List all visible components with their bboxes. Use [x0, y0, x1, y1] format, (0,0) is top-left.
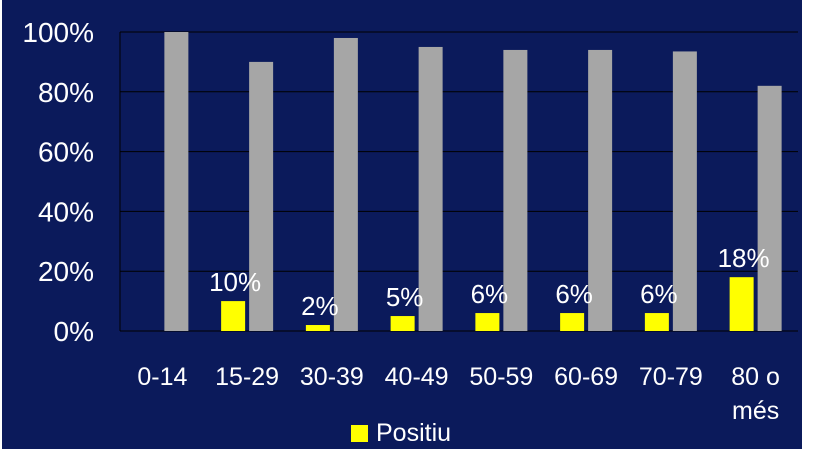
bar-other — [757, 85, 782, 331]
y-tick-label: 60% — [38, 137, 94, 168]
x-tick-label: 60-69 — [554, 363, 618, 391]
y-tick-label: 20% — [38, 256, 94, 287]
x-tick-label: 40-49 — [385, 363, 449, 391]
bar-positiu — [475, 313, 500, 331]
data-label: 10% — [209, 267, 261, 297]
x-tick-label: 70-79 — [639, 363, 703, 391]
bar-other — [672, 51, 697, 332]
legend: Positiu — [351, 418, 451, 448]
data-label: 6% — [555, 279, 593, 309]
legend-swatch-positiu — [351, 424, 368, 442]
y-tick-label: 0% — [54, 316, 94, 347]
bar-other — [588, 49, 613, 331]
bar-other — [249, 61, 274, 332]
data-label: 18% — [718, 243, 770, 273]
bar-positiu — [644, 313, 669, 331]
bar-other — [164, 32, 189, 331]
bar-other — [418, 46, 443, 331]
bar-chart: 0% 20% 40% 60% 80% 100% 0-14 10% 15-29 2% 30-39 5% 4… — [22, 17, 798, 425]
data-label: 5% — [386, 282, 424, 312]
legend-label-positiu: Positiu — [376, 419, 452, 447]
bar-positiu — [221, 301, 246, 331]
y-tick-label: 40% — [38, 196, 94, 227]
x-tick-label: més — [732, 397, 779, 425]
x-tick-label: 50-59 — [469, 363, 533, 391]
data-label: 6% — [640, 279, 678, 309]
bar-positiu — [390, 316, 415, 331]
bar-positiu — [560, 313, 585, 331]
x-tick-label: 0-14 — [137, 363, 187, 391]
x-tick-label: 15-29 — [215, 363, 279, 391]
bar-positiu — [729, 277, 754, 331]
data-label: 6% — [471, 279, 509, 309]
chart-panel: 0% 20% 40% 60% 80% 100% 0-14 10% 15-29 2% 30-39 5% 4… — [2, 0, 802, 449]
x-tick-label: 80 o — [731, 363, 780, 391]
y-tick-label: 80% — [38, 77, 94, 108]
bar-positiu — [305, 325, 330, 331]
y-tick-label: 100% — [22, 17, 94, 48]
bar-other — [333, 37, 358, 331]
data-label: 2% — [301, 291, 339, 321]
bar-other — [503, 49, 528, 331]
x-tick-label: 30-39 — [300, 363, 364, 391]
